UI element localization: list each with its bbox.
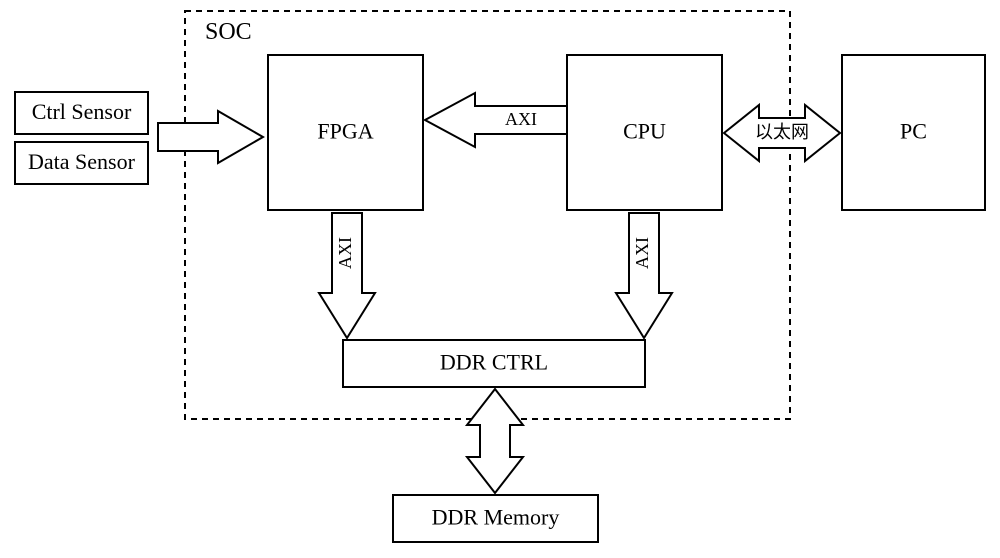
- ddrctrl-memory-arrow: [467, 389, 523, 493]
- cpu-label: CPU: [623, 119, 666, 144]
- cpu-to-fpga-arrow-label: AXI: [505, 109, 537, 129]
- cpu-to-ddr-arrow-label: AXI: [632, 237, 652, 269]
- sensors-to-fpga-arrow: [158, 111, 263, 163]
- ctrl-sensor-label: Ctrl Sensor: [32, 99, 132, 124]
- pc-label: PC: [900, 119, 927, 144]
- fpga-label: FPGA: [317, 119, 373, 144]
- ddr-memory-label: DDR Memory: [432, 505, 560, 530]
- cpu-pc-ethernet-arrow-label: 以太网: [755, 122, 809, 142]
- ddr-ctrl-label: DDR CTRL: [440, 350, 548, 375]
- data-sensor-label: Data Sensor: [28, 149, 136, 174]
- fpga-to-ddr-arrow-label: AXI: [335, 237, 355, 269]
- fpga-to-ddr-arrow: [319, 213, 375, 338]
- soc-block-diagram: SOC Ctrl Sensor Data Sensor FPGA CPU PC DDR CT…: [0, 0, 1000, 558]
- cpu-to-fpga-arrow: [425, 93, 567, 147]
- cpu-to-ddr-arrow: [616, 213, 672, 338]
- soc-label: SOC: [205, 19, 252, 45]
